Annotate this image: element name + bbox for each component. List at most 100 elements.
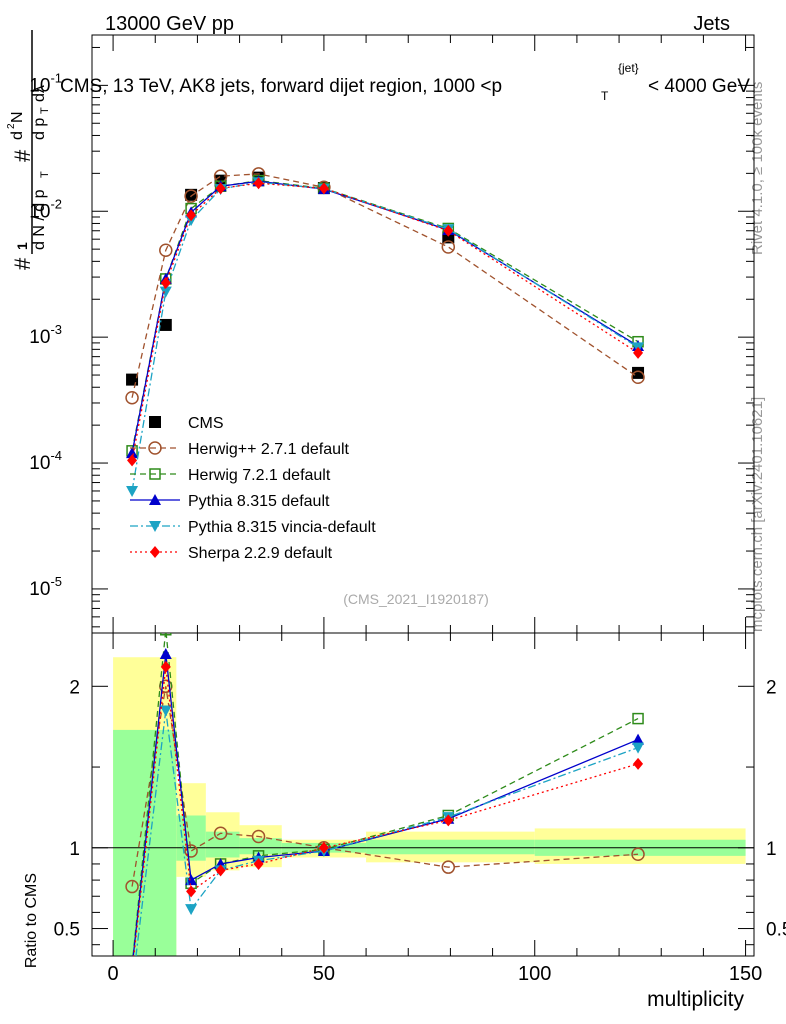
ratio-point (318, 841, 329, 854)
legend-marker (148, 441, 162, 455)
data-point (253, 177, 264, 190)
svg-text:dλ: dλ (31, 85, 48, 102)
main-y-tick-label: 10-4 (29, 448, 62, 474)
main-y-tick-label: 10-2 (29, 196, 62, 222)
svg-text:T: T (39, 107, 51, 114)
ratio-point (159, 647, 172, 659)
data-point (125, 391, 139, 405)
ratio-point (251, 829, 266, 844)
data-point (185, 188, 198, 201)
legend-marker (149, 521, 161, 532)
svg-text:T: T (39, 171, 51, 178)
ratio-point (184, 844, 198, 858)
energy-label: 13000 GeV pp (105, 13, 234, 35)
series-sherpa (127, 177, 644, 467)
legend-item-herwig7: Herwig 7.2.1 default (130, 467, 331, 484)
ratio-series-sherpa (133, 660, 644, 956)
ratio-point (160, 660, 171, 673)
legend-label: Pythia 8.315 vincia-default (188, 519, 376, 536)
data-point (631, 370, 645, 385)
legend-marker (149, 494, 161, 505)
data-point (159, 286, 172, 298)
main-series (125, 167, 645, 497)
uncertainty-band-green (205, 831, 240, 858)
svg-text:d N / d p: d N / d p (31, 189, 48, 250)
main-plot-frame (91, 34, 755, 634)
data-point (184, 189, 198, 203)
main-y-tick-label: 10-5 (29, 574, 62, 600)
series-line (131, 182, 639, 461)
ratio-y-tick-label: 2 (69, 677, 80, 698)
main-y-tick-label: 10-1 (29, 70, 62, 96)
svg-text:{jet}: {jet} (618, 61, 639, 75)
rivet-label: Rivet 4.1.0, ≥ 100k events (749, 82, 766, 255)
legend-marker (149, 468, 161, 480)
ratio-point (160, 633, 172, 636)
data-point (441, 240, 456, 254)
svg-text:N: N (9, 111, 26, 123)
source-label: mcplots.cern.ch [arXiv:2401.10621] (749, 397, 766, 632)
ratio-point (253, 857, 264, 870)
legend-label: Pythia 8.315 default (188, 493, 330, 510)
ratio-point (632, 742, 645, 754)
data-point (126, 373, 139, 386)
svg-text:d p: d p (31, 118, 48, 140)
ratio-point (185, 904, 198, 916)
ratio-line (132, 633, 639, 956)
ratio-point (631, 847, 645, 862)
data-point (186, 209, 197, 222)
series-herwigpp (125, 167, 645, 405)
ratio-point (441, 860, 456, 874)
x-tick-label: 100 (518, 963, 551, 985)
ratio-point (215, 864, 226, 877)
legend-label: CMS (188, 415, 224, 432)
legend-marker (150, 546, 160, 558)
series-line (131, 180, 639, 454)
ratio-line (131, 686, 639, 887)
x-tick-label: 50 (313, 963, 335, 985)
ratio-line (132, 653, 639, 956)
ratio-y-tick-label: 1 (69, 839, 80, 860)
ratio-y-tick-label: 0.5 (54, 920, 80, 941)
series-herwig7 (126, 174, 644, 457)
svg-text:#: # (10, 257, 35, 270)
analysis-watermark: (CMS_2021_I1920187) (343, 591, 489, 607)
data-point (318, 182, 329, 195)
legend-marker (149, 416, 161, 428)
legend-item-cms: CMS (149, 415, 224, 432)
legend-item-sherpa: Sherpa 2.2.9 default (130, 545, 333, 562)
ratio-ylabel: Ratio to CMS (23, 873, 40, 968)
legend: CMS Herwig++ 2.7.1 default Herwig 7.2.1 de… (130, 415, 376, 562)
ratio-point (443, 814, 454, 827)
data-point (126, 485, 139, 497)
ratio-series-herwig7 (132, 633, 644, 956)
svg-text:#: # (10, 149, 35, 162)
legend-label: Herwig++ 2.7.1 default (188, 441, 350, 458)
ratio-y-tick-label-right: 0.5 (766, 920, 786, 941)
svg-text:CMS, 13 TeV, AK8 jets, forward: CMS, 13 TeV, AK8 jets, forward dijet reg… (60, 76, 502, 97)
legend-label: Herwig 7.2.1 default (188, 467, 331, 484)
ratio-point (633, 757, 644, 770)
ratio-point (125, 879, 139, 894)
x-tick-label: 0 (108, 963, 119, 985)
ratio-point (632, 712, 644, 725)
svg-text:1: 1 (14, 242, 30, 250)
ratio-line (135, 710, 639, 956)
uncertainty-band-green (176, 815, 206, 861)
svg-text:2: 2 (6, 123, 17, 129)
svg-text:T: T (601, 89, 609, 103)
legend-label: Sherpa 2.2.9 default (188, 545, 333, 562)
legend-item-vincia: Pythia 8.315 vincia-default (130, 519, 376, 536)
ratio-y-tick-label-right: 2 (766, 677, 777, 698)
series-line (131, 173, 639, 398)
data-point (443, 224, 454, 237)
ratio-series-pythia (132, 647, 645, 956)
ratio-plot-frame (91, 632, 755, 957)
x-axis-label: multiplicity (647, 988, 744, 1011)
series-line (131, 179, 639, 451)
svg-text:< 4000 GeV: < 4000 GeV (648, 76, 750, 97)
category-label: Jets (693, 13, 730, 35)
uncertainty-band-green (239, 838, 282, 855)
ratio-point (632, 733, 645, 745)
